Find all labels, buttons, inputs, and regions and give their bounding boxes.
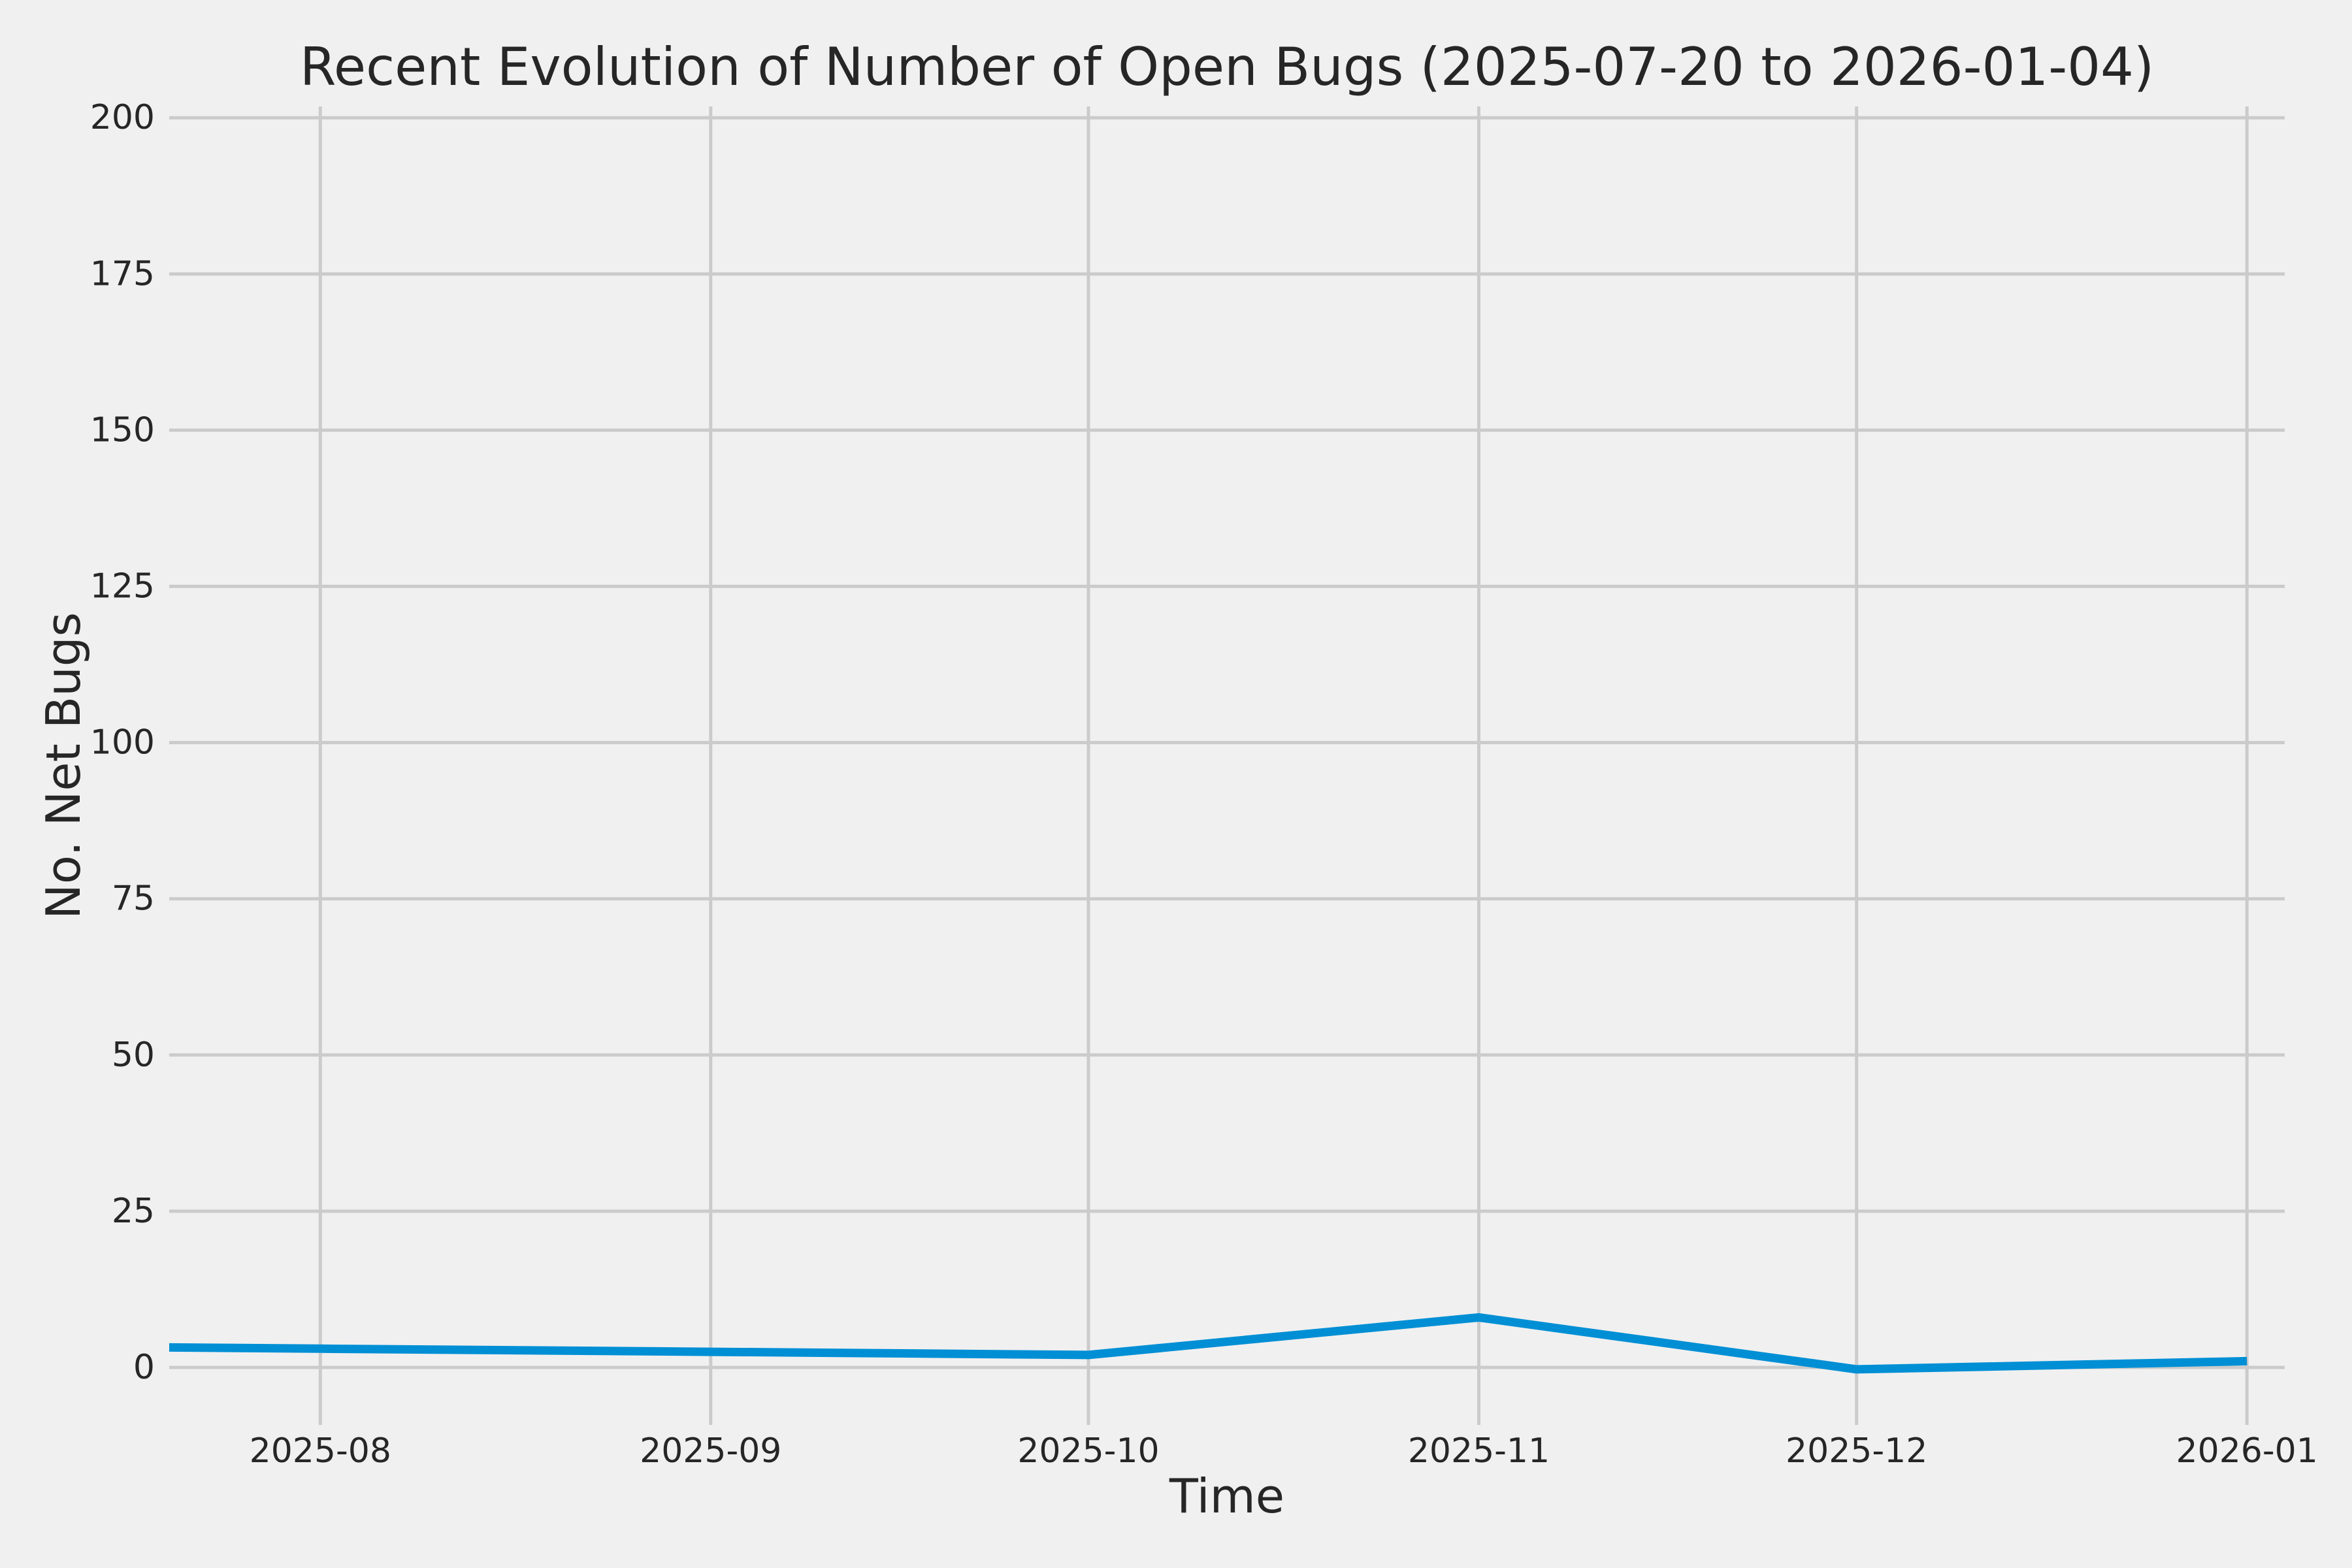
y-axis-label: No. Net Bugs [36,612,91,919]
y-tick-label: 75 [112,879,155,919]
series-layer [169,1313,2247,1374]
open-bugs-line-series [169,1313,2247,1374]
y-tick-label: 0 [133,1348,155,1387]
y-tick-label: 150 [90,410,155,449]
x-tick-label: 2025-10 [1017,1431,1159,1471]
y-tick-label: 100 [90,723,155,762]
y-tick-label: 175 [90,254,155,293]
y-tick-label: 50 [112,1036,155,1075]
x-tick-label: 2025-12 [1786,1431,1927,1471]
y-tick-label: 200 [90,98,155,137]
gridlines [169,106,2285,1425]
chart-title: Recent Evolution of Number of Open Bugs … [300,37,2154,97]
y-tick-label: 25 [112,1192,155,1231]
x-tick-label: 2026-01 [2176,1431,2318,1471]
x-tick-label: 2025-08 [250,1431,391,1471]
tick-labels: 0 25 50 75 100 125 150 175 200 2025-08 2025-09 2025… [90,98,2318,1471]
x-tick-label: 2025-09 [640,1431,781,1471]
x-axis-label: Time [1169,1469,1284,1524]
x-tick-label: 2025-11 [1408,1431,1550,1471]
y-tick-label: 125 [90,567,155,606]
